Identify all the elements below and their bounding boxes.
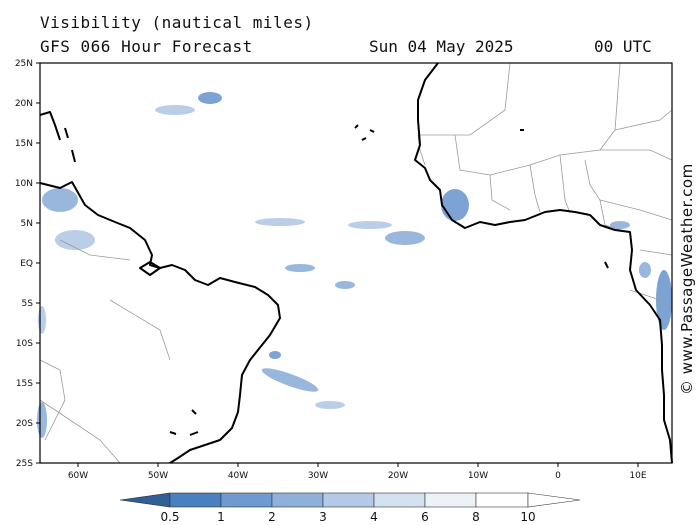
lat-label-5s: 5S	[22, 299, 34, 309]
south-america-coast	[39, 181, 281, 464]
lat-label-25s: 25S	[16, 459, 33, 469]
lat-label-5n: 5N	[21, 219, 33, 229]
legend-swatch-1	[169, 492, 222, 508]
lon-label-10w: 10W	[468, 471, 488, 481]
africa-coast	[414, 62, 673, 464]
visibility-patch	[261, 368, 319, 392]
map-frame	[36, 62, 673, 467]
visibility-patch	[610, 221, 630, 229]
legend-label-10: 10	[520, 510, 535, 524]
visibility-patch	[255, 218, 305, 226]
lon-label-40w: 40W	[228, 471, 248, 481]
longitude-labels: 60W 50W 40W 30W 20W 10W 0 10E	[68, 471, 647, 481]
visibility-patch	[639, 262, 651, 278]
visibility-patch	[348, 221, 392, 229]
lat-label-eq: EQ	[20, 259, 33, 269]
forecast-subtitle: GFS 066 Hour Forecast	[40, 37, 253, 56]
visibility-patch	[38, 306, 46, 334]
amazon-delta	[139, 261, 161, 276]
legend-swatch-5	[373, 492, 426, 508]
lon-label-10e: 10E	[629, 471, 646, 481]
lat-label-10s: 10S	[16, 339, 33, 349]
lon-label-30w: 30W	[308, 471, 328, 481]
legend-label-6: 6	[421, 510, 429, 524]
latitude-labels: 25N 20N 15N 10N 5N EQ 5S 10S 15S 20S 25S	[15, 59, 33, 469]
cape-verde-islands	[354, 124, 375, 141]
map-title: Visibility (nautical miles)	[40, 13, 314, 32]
legend-swatch-7	[475, 492, 529, 508]
legend-swatch-2	[220, 492, 273, 508]
caribbean-coast	[39, 111, 76, 163]
lat-label-15n: 15N	[15, 139, 33, 149]
legend-label-0-5: 0.5	[160, 510, 179, 524]
lat-label-20n: 20N	[15, 99, 33, 109]
legend-label-3: 3	[319, 510, 327, 524]
coastlines	[39, 62, 673, 464]
lon-label-60w: 60W	[68, 471, 88, 481]
forecast-time: 00 UTC	[594, 37, 652, 56]
legend-swatch-4	[322, 492, 375, 508]
lon-label-50w: 50W	[148, 471, 168, 481]
lon-label-0: 0	[555, 471, 561, 481]
legend-labels: 0.5 1 2 3 4 6 8 10	[160, 510, 535, 524]
visibility-patch	[55, 230, 95, 250]
legend-label-4: 4	[370, 510, 378, 524]
copyright-watermark: © www.PassageWeather.com	[678, 163, 696, 395]
legend-swatch-6	[424, 492, 477, 508]
forecast-date: Sun 04 May 2025	[369, 37, 514, 56]
lat-label-20s: 20S	[16, 419, 33, 429]
visibility-patch	[269, 351, 281, 359]
legend-colorbar	[119, 492, 581, 508]
legend-label-1: 1	[217, 510, 225, 524]
lat-label-25n: 25N	[15, 59, 33, 69]
legend-arrow-right	[527, 492, 581, 508]
lat-label-10n: 10N	[15, 179, 33, 189]
legend-label-2: 2	[268, 510, 276, 524]
visibility-patch	[42, 188, 78, 212]
visibility-patch	[441, 189, 469, 221]
visibility-shading	[37, 92, 672, 438]
legend-swatch-3	[271, 492, 324, 508]
visibility-patch	[198, 92, 222, 104]
visibility-patch	[37, 402, 47, 438]
legend-label-8: 8	[472, 510, 480, 524]
visibility-patch	[315, 401, 345, 409]
lon-label-20w: 20W	[388, 471, 408, 481]
visibility-patch	[335, 281, 355, 289]
country-borders	[39, 62, 673, 464]
visibility-patch	[155, 105, 195, 115]
lat-label-15s: 15S	[16, 379, 33, 389]
legend-arrow-left	[119, 492, 171, 508]
visibility-patch	[385, 231, 425, 245]
visibility-patch	[656, 270, 672, 330]
visibility-patch	[285, 264, 315, 272]
